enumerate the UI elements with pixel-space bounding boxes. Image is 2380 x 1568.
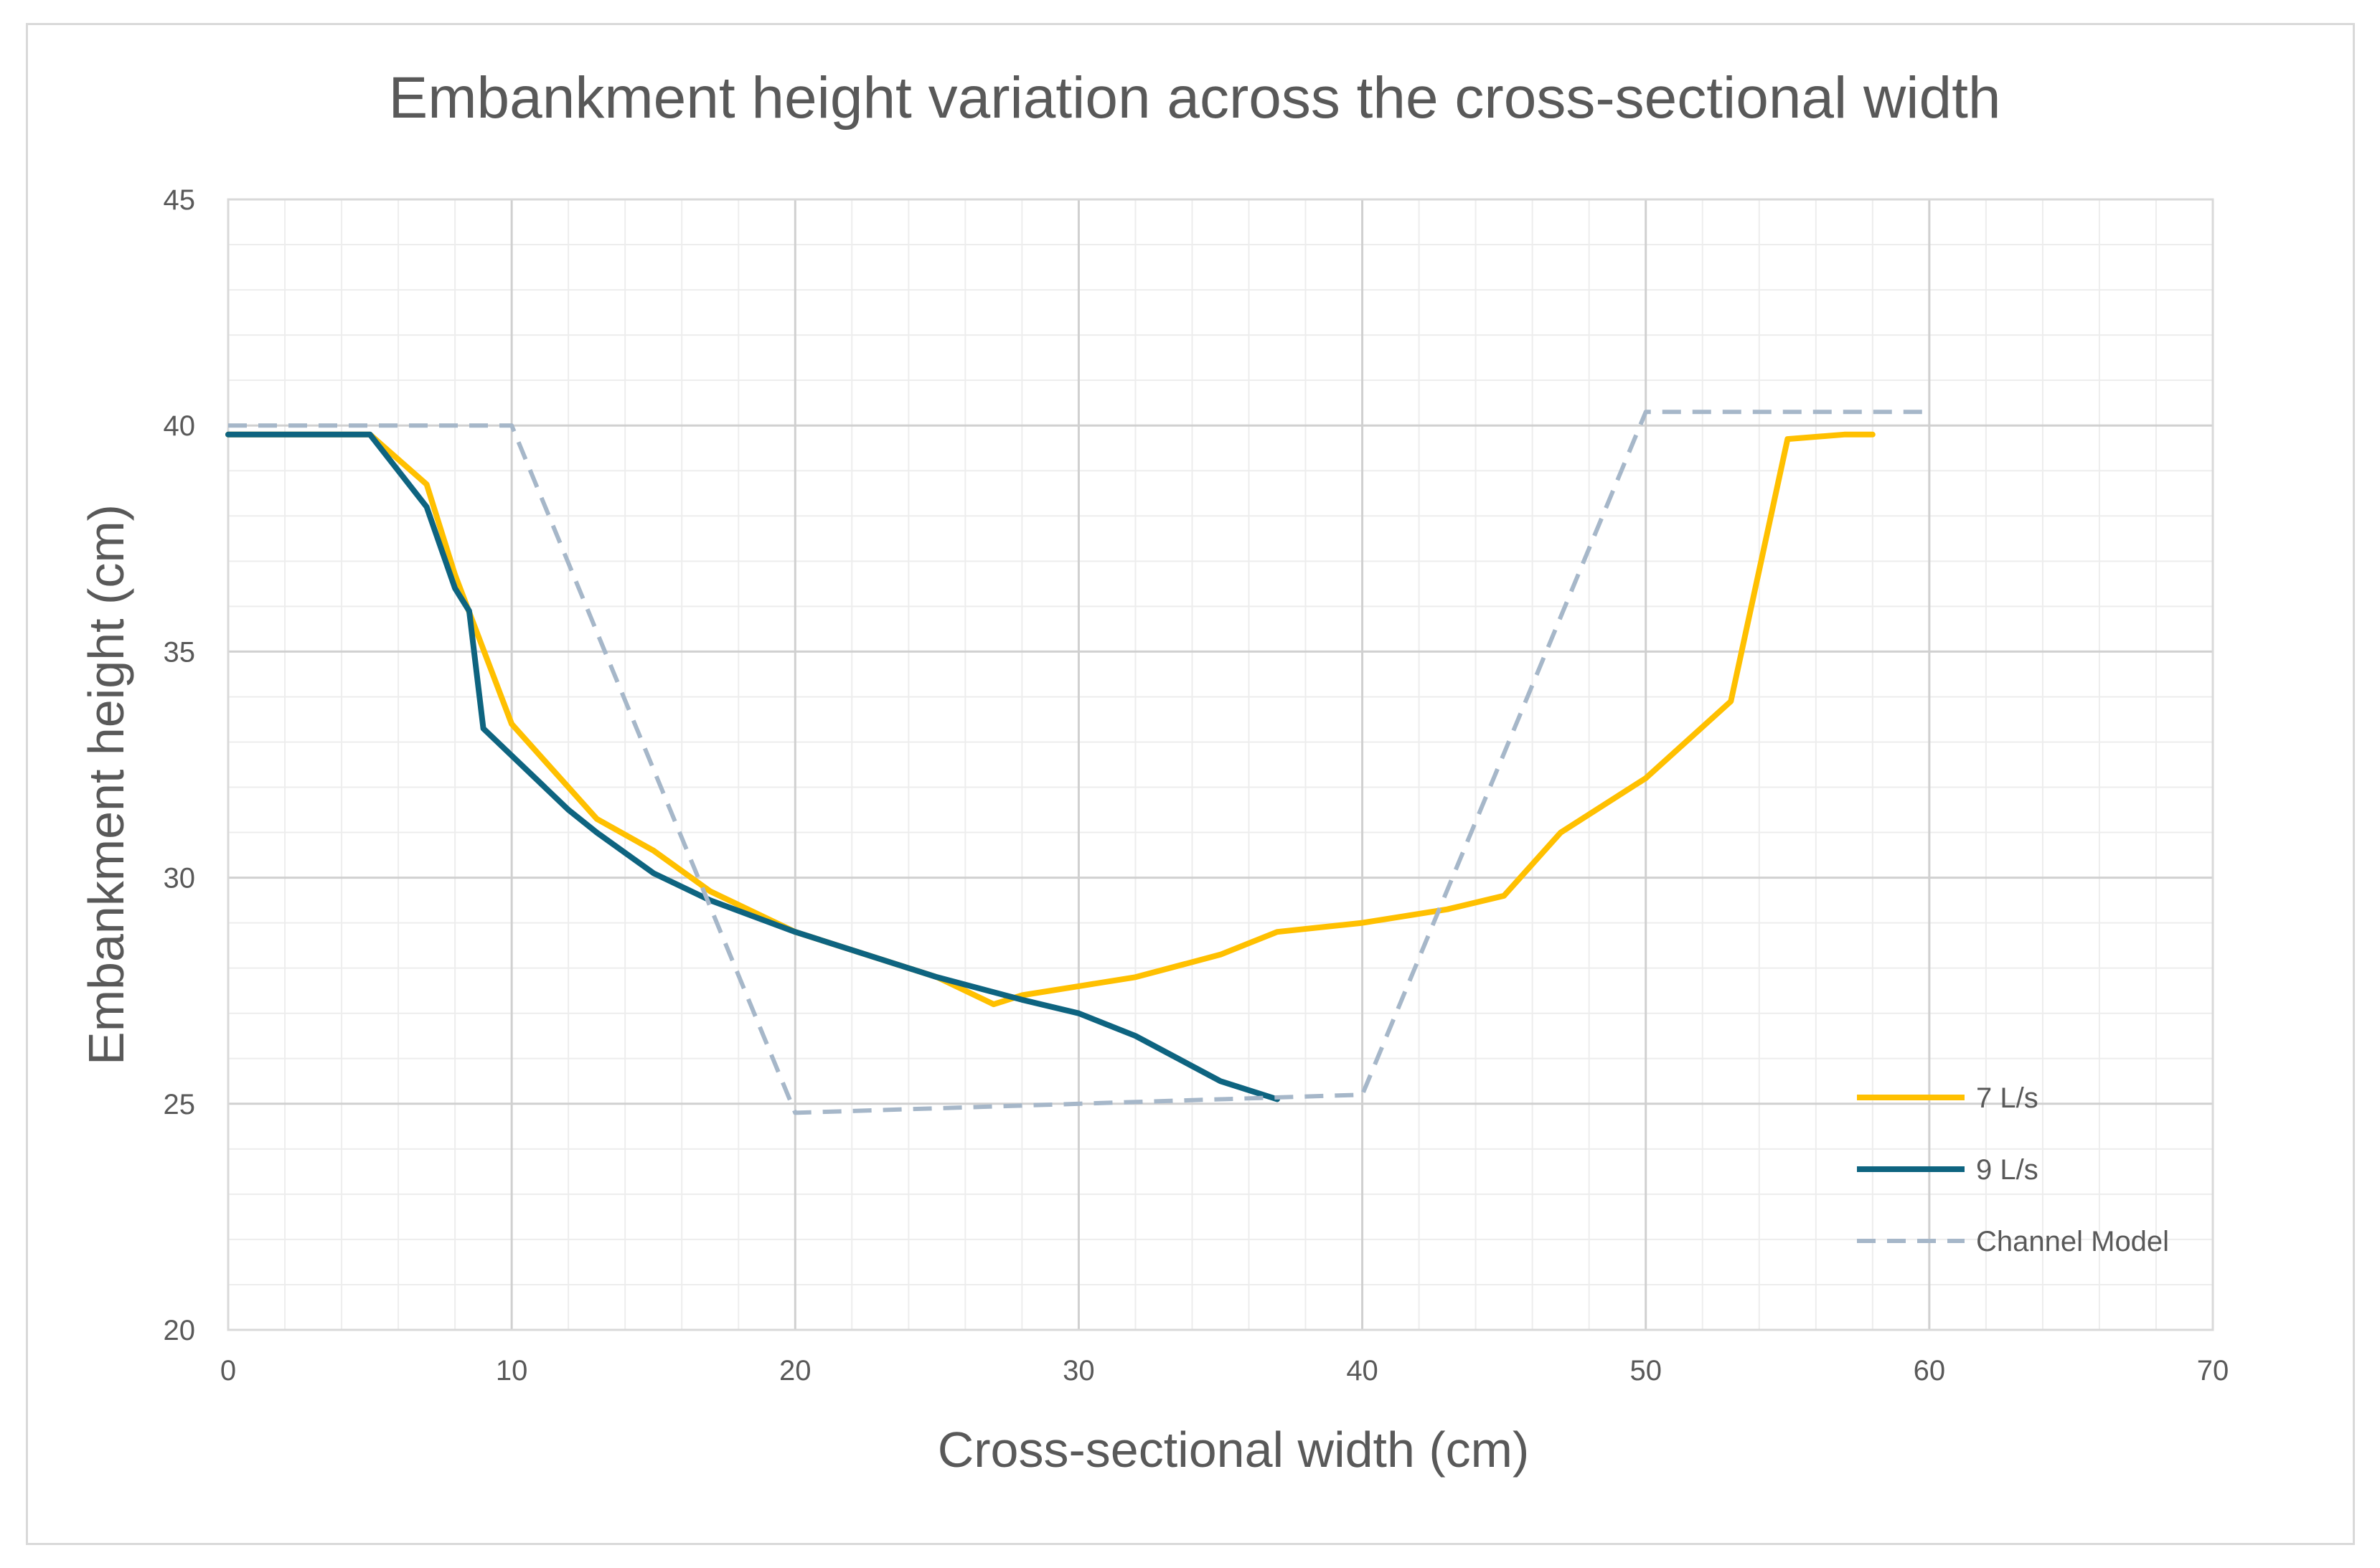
plot-area-border xyxy=(227,198,2214,1331)
y-axis-title: Embankment height (cm) xyxy=(78,504,134,1065)
series-line-7-l-s xyxy=(225,431,1876,1008)
y-tick-label: 40 xyxy=(164,410,196,442)
y-axis-ticks: 20 25 30 35 40 45 xyxy=(164,184,196,1346)
y-tick-label: 20 xyxy=(164,1315,196,1346)
legend-label: Channel Model xyxy=(1976,1226,2169,1257)
chart-title: Embankment height variation across the c… xyxy=(389,65,2001,131)
x-tick-label: 60 xyxy=(1914,1355,1946,1387)
series-layer xyxy=(225,410,1929,1115)
x-tick-label: 40 xyxy=(1346,1355,1378,1387)
y-tick-label: 30 xyxy=(164,863,196,894)
legend-label: 9 L/s xyxy=(1976,1154,2038,1186)
chart-frame xyxy=(26,23,2355,1545)
x-tick-label: 30 xyxy=(1063,1355,1095,1387)
x-tick-label: 70 xyxy=(2197,1355,2229,1387)
legend: 7 L/s 9 L/s Channel Model xyxy=(1857,1082,2169,1257)
y-tick-label: 25 xyxy=(164,1089,196,1120)
series-line-channel-model xyxy=(228,410,1929,1115)
y-tick-label: 35 xyxy=(164,636,196,668)
minor-gridlines xyxy=(227,199,2214,1331)
x-tick-label: 0 xyxy=(220,1355,236,1387)
legend-label: 7 L/s xyxy=(1976,1082,2038,1114)
x-axis-title: Cross-sectional width (cm) xyxy=(938,1422,1530,1478)
major-gridlines xyxy=(227,198,2214,1331)
x-tick-label: 10 xyxy=(496,1355,528,1387)
x-tick-label: 50 xyxy=(1629,1355,1662,1387)
series-line-9-l-s xyxy=(225,431,1280,1102)
y-tick-label: 45 xyxy=(164,184,196,216)
x-axis-ticks: 0 10 20 30 40 50 60 70 xyxy=(220,1355,2229,1387)
x-tick-label: 20 xyxy=(779,1355,812,1387)
